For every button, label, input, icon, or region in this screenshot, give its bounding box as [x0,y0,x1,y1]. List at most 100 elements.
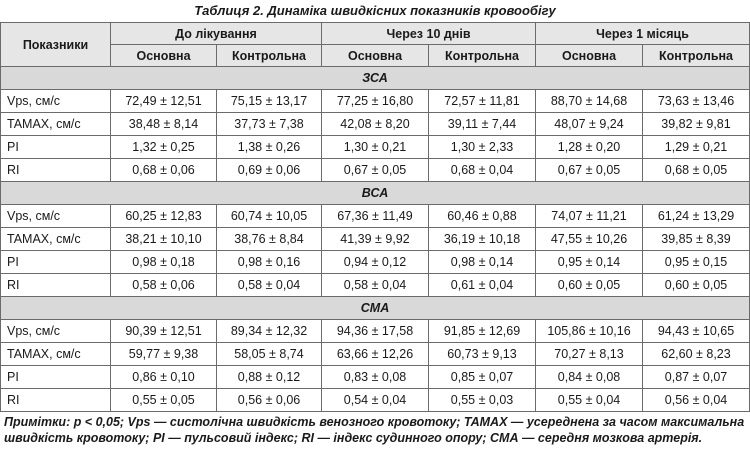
table-row: RI 0,58 ± 0,06 0,58 ± 0,04 0,58 ± 0,04 0,61 … [0,273,750,297]
row-label: RI [0,158,111,182]
table-cell: 77,25 ± 16,80 [321,89,429,113]
table-cell: 0,87 ± 0,07 [642,365,750,389]
table-cell: 0,61 ± 0,04 [428,273,536,297]
table-row: RI 0,55 ± 0,05 0,56 ± 0,06 0,54 ± 0,04 0,55 … [0,388,750,412]
table-cell: 0,84 ± 0,08 [535,365,643,389]
table-cell: 37,73 ± 7,38 [216,112,322,136]
table-cell: 0,69 ± 0,06 [216,158,322,182]
table-caption: Таблиця 2. Динаміка швидкісних показникі… [194,3,556,18]
table-cell: 1,28 ± 0,20 [535,135,643,159]
table-cell: 1,38 ± 0,26 [216,135,322,159]
header-indicator: Показники [0,22,111,67]
table-cell: 39,85 ± 8,39 [642,227,750,251]
row-label: TAMAX, см/с [0,342,111,366]
row-label: RI [0,388,111,412]
table-cell: 0,58 ± 0,04 [321,273,429,297]
section-title: ВСА [0,181,750,205]
table-row: Vps, см/с 90,39 ± 12,51 89,34 ± 12,32 94,36… [0,319,750,343]
table-cell: 0,68 ± 0,04 [428,158,536,182]
table-cell: 59,77 ± 9,38 [110,342,217,366]
table-row: PI 1,32 ± 0,25 1,38 ± 0,26 1,30 ± 0,21 1,30 … [0,135,750,159]
row-label: Vps, см/с [0,204,111,228]
header-group: Контрольна [642,44,750,67]
header-group: Контрольна [216,44,322,67]
section-title: СМА [0,296,750,320]
table-cell: 88,70 ± 14,68 [535,89,643,113]
table-cell: 0,58 ± 0,06 [110,273,217,297]
table-cell: 0,67 ± 0,05 [321,158,429,182]
table-cell: 94,43 ± 10,65 [642,319,750,343]
table-row: RI 0,68 ± 0,06 0,69 ± 0,06 0,67 ± 0,05 0,68 … [0,158,750,182]
row-label: PI [0,250,111,274]
table-note: Примітки: p < 0,05; Vps — систолічна шви… [4,415,745,445]
section-title: ЗСА [0,66,750,90]
header-group: Основна [110,44,217,67]
row-label: PI [0,135,111,159]
table-row: PI 0,98 ± 0,18 0,98 ± 0,16 0,94 ± 0,12 0,98 … [0,250,750,274]
table-cell: 58,05 ± 8,74 [216,342,322,366]
table-cell: 0,60 ± 0,05 [642,273,750,297]
row-label: RI [0,273,111,297]
table-cell: 0,55 ± 0,04 [535,388,643,412]
table-body: ЗСА Vps, см/с 72,49 ± 12,51 75,15 ± 13,17 77… [0,66,750,412]
header-period-before: До лікування [110,22,322,45]
table-cell: 60,74 ± 10,05 [216,204,322,228]
table-cell: 0,98 ± 0,16 [216,250,322,274]
table-cell: 0,67 ± 0,05 [535,158,643,182]
table-cell: 74,07 ± 11,21 [535,204,643,228]
table-row: TAMAX, см/с 38,48 ± 8,14 37,73 ± 7,38 42,08… [0,112,750,136]
table-cell: 89,34 ± 12,32 [216,319,322,343]
table-cell: 105,86 ± 10,16 [535,319,643,343]
table-row: Vps, см/с 60,25 ± 12,83 60,74 ± 10,05 67,36… [0,204,750,228]
table-cell: 0,88 ± 0,12 [216,365,322,389]
table-cell: 90,39 ± 12,51 [110,319,217,343]
table-cell: 73,63 ± 13,46 [642,89,750,113]
table-cell: 38,76 ± 8,84 [216,227,322,251]
table-cell: 0,95 ± 0,15 [642,250,750,274]
header-period-1-month: Через 1 місяць [535,22,750,45]
table-cell: 60,73 ± 9,13 [428,342,536,366]
table-cell: 36,19 ± 10,18 [428,227,536,251]
table-cell: 70,27 ± 8,13 [535,342,643,366]
table-cell: 38,48 ± 8,14 [110,112,217,136]
section-row: ВСА [0,181,750,205]
table-cell: 94,36 ± 17,58 [321,319,429,343]
table-cell: 48,07 ± 9,24 [535,112,643,136]
table-cell: 0,85 ± 0,07 [428,365,536,389]
table-cell: 1,30 ± 0,21 [321,135,429,159]
table-row: Vps, см/с 72,49 ± 12,51 75,15 ± 13,17 77,25… [0,89,750,113]
table-cell: 72,57 ± 11,81 [428,89,536,113]
header-group: Основна [321,44,429,67]
table-cell: 0,68 ± 0,06 [110,158,217,182]
table-cell: 1,30 ± 2,33 [428,135,536,159]
table-cell: 42,08 ± 8,20 [321,112,429,136]
row-label: Vps, см/с [0,89,111,113]
table-cell: 75,15 ± 13,17 [216,89,322,113]
table-cell: 0,56 ± 0,06 [216,388,322,412]
table-cell: 72,49 ± 12,51 [110,89,217,113]
table-cell: 0,55 ± 0,05 [110,388,217,412]
hemodynamics-table: Показники До лікування Через 10 днів Чер… [0,22,750,412]
table-cell: 61,24 ± 13,29 [642,204,750,228]
table-cell: 0,98 ± 0,14 [428,250,536,274]
row-label: TAMAX, см/с [0,112,111,136]
row-label: Vps, см/с [0,319,111,343]
table-row: TAMAX, см/с 38,21 ± 10,10 38,76 ± 8,84 41,3… [0,227,750,251]
table-cell: 0,86 ± 0,10 [110,365,217,389]
header-period-10-days: Через 10 днів [321,22,536,45]
table-cell: 91,85 ± 12,69 [428,319,536,343]
row-label: PI [0,365,111,389]
table-row: PI 0,86 ± 0,10 0,88 ± 0,12 0,83 ± 0,08 0,85 … [0,365,750,389]
table-cell: 47,55 ± 10,26 [535,227,643,251]
table-cell: 0,95 ± 0,14 [535,250,643,274]
table-cell: 38,21 ± 10,10 [110,227,217,251]
table-cell: 60,46 ± 0,88 [428,204,536,228]
table-cell: 41,39 ± 9,92 [321,227,429,251]
row-label: TAMAX, см/с [0,227,111,251]
header-group: Основна [535,44,643,67]
table-cell: 0,55 ± 0,03 [428,388,536,412]
table-cell: 39,82 ± 9,81 [642,112,750,136]
table-cell: 0,54 ± 0,04 [321,388,429,412]
table-cell: 0,58 ± 0,04 [216,273,322,297]
table-cell: 0,83 ± 0,08 [321,365,429,389]
